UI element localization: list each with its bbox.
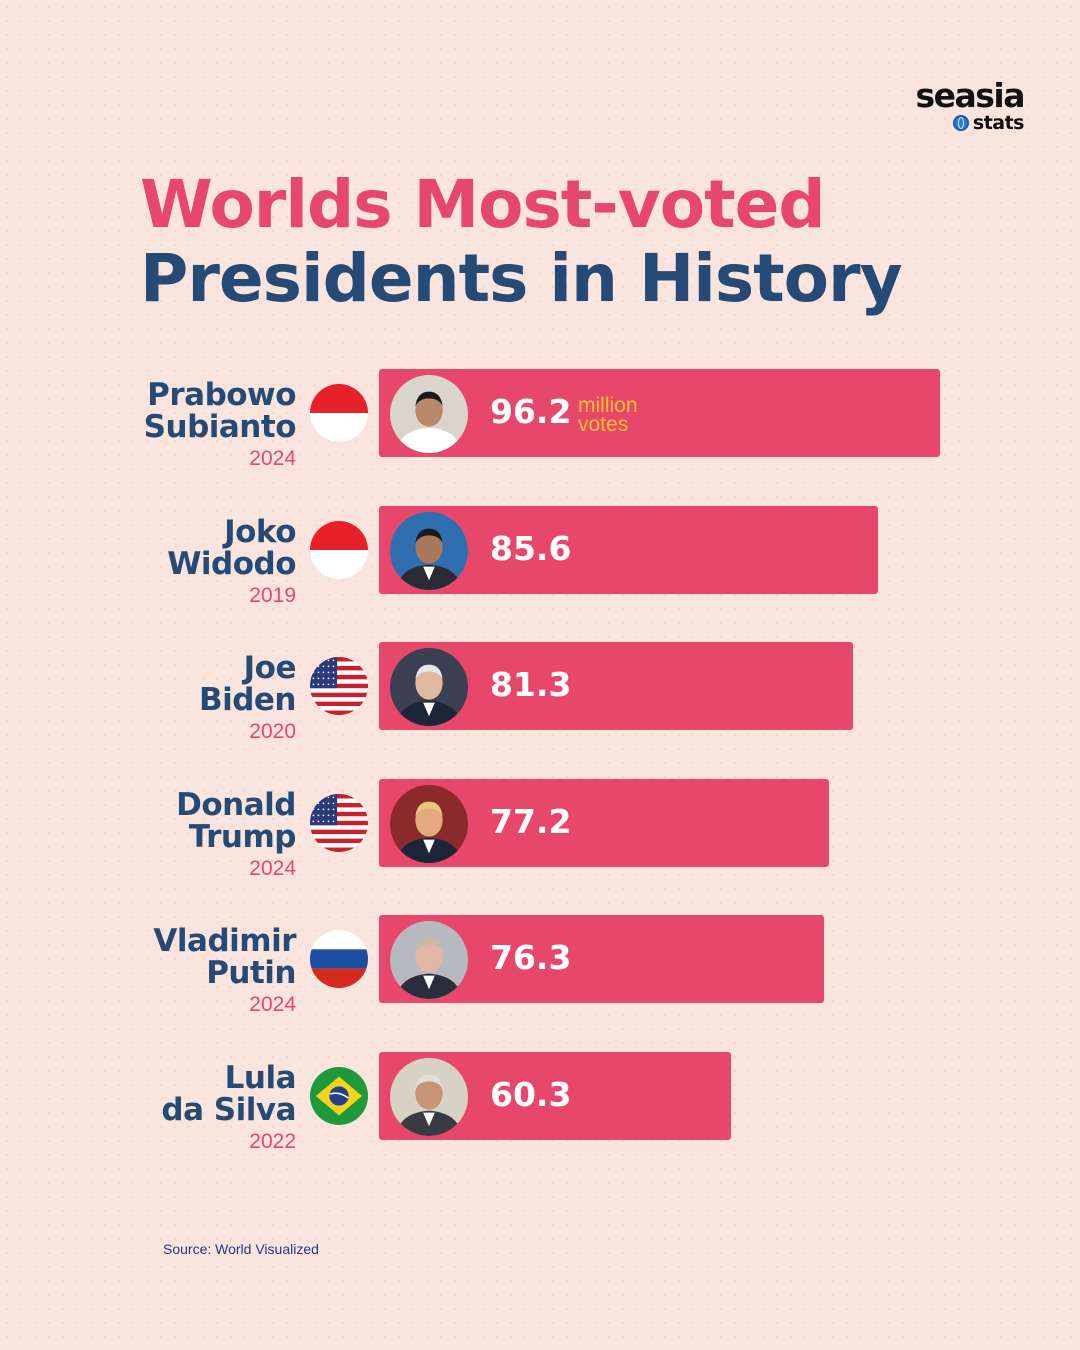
chart-row: Lula da Silva 2022 60.3 bbox=[0, 1051, 1080, 1192]
category-label-line: Vladimir bbox=[153, 923, 296, 959]
chart-row: Vladimir Putin 2024 76.3 bbox=[0, 915, 1080, 1055]
globe-icon bbox=[952, 115, 969, 131]
data-label: 76.3 bbox=[490, 938, 572, 977]
category-label: Lula da Silva bbox=[36, 1062, 296, 1126]
category-label: Donald Trump bbox=[36, 789, 296, 853]
category-label-line: Widodo bbox=[167, 545, 296, 582]
year-label: 2024 bbox=[249, 856, 296, 880]
chart-row: Joko Widodo 2019 85.6 bbox=[0, 505, 1080, 646]
data-label: 85.6 bbox=[490, 528, 572, 568]
year-label: 2024 bbox=[249, 447, 296, 470]
title-line-1: Worlds Most-voted bbox=[140, 166, 826, 243]
jokowi-photo bbox=[390, 511, 468, 590]
year-label: 2022 bbox=[249, 1129, 296, 1153]
category-label-line: Lula bbox=[224, 1059, 297, 1096]
prabowo-photo bbox=[390, 375, 468, 453]
category-label: Prabowo Subianto bbox=[36, 377, 297, 445]
chart-row: Donald Trump 2024 77.2 bbox=[0, 778, 1080, 919]
unit-label-line: votes bbox=[578, 413, 629, 436]
category-label: Joe Biden bbox=[36, 650, 297, 718]
category-label-line: Putin bbox=[206, 955, 296, 991]
usa-flag-icon bbox=[310, 657, 368, 715]
page-title: Worlds Most-voted Presidents in History bbox=[140, 166, 903, 317]
category-label-line: Joe bbox=[243, 650, 297, 686]
data-label: 81.3 bbox=[490, 665, 572, 704]
brand-sub-label: stats bbox=[972, 112, 1025, 134]
brand-name: seasia bbox=[915, 76, 1025, 115]
chart-row: Joe Biden 2020 81.3 bbox=[0, 642, 1080, 782]
unit-label-line: million bbox=[578, 394, 638, 417]
category-label-line: Prabowo bbox=[147, 377, 296, 413]
year-label: 2020 bbox=[249, 720, 296, 743]
data-label: 60.3 bbox=[490, 1074, 572, 1114]
chart-row: Prabowo Subianto 2024 96.2 million votes bbox=[0, 369, 1080, 509]
category-label: Vladimir Putin bbox=[36, 925, 296, 989]
brand-sub: stats bbox=[915, 112, 1025, 134]
category-label-line: Joko bbox=[224, 513, 296, 550]
biden-photo bbox=[390, 648, 468, 726]
brazil-flag-icon bbox=[310, 1066, 368, 1125]
year-label: 2024 bbox=[249, 993, 296, 1016]
lula-photo bbox=[390, 1057, 468, 1136]
source-note: Source: World Visualized bbox=[163, 1241, 319, 1257]
data-label: 77.2 bbox=[490, 801, 572, 841]
title-line-2: Presidents in History bbox=[140, 240, 903, 317]
category-label-line: Donald bbox=[176, 786, 296, 823]
category-label-line: da Silva bbox=[161, 1091, 296, 1128]
brand-logo: seasia stats bbox=[915, 76, 1025, 135]
category-label: Joko Widodo bbox=[36, 516, 296, 580]
indonesia-flag-icon bbox=[310, 520, 368, 579]
category-label-line: Subianto bbox=[143, 409, 297, 445]
bar bbox=[379, 369, 940, 457]
year-label: 2019 bbox=[249, 583, 296, 607]
category-label-line: Biden bbox=[198, 682, 297, 718]
data-label: 96.2 bbox=[490, 392, 572, 431]
usa-flag-icon bbox=[310, 793, 368, 852]
trump-photo bbox=[390, 784, 468, 863]
putin-photo bbox=[390, 921, 468, 999]
category-label-line: Trump bbox=[188, 818, 297, 855]
indonesia-flag-icon bbox=[310, 384, 368, 442]
unit-label: million votes bbox=[578, 394, 638, 436]
russia-flag-icon bbox=[310, 930, 368, 988]
